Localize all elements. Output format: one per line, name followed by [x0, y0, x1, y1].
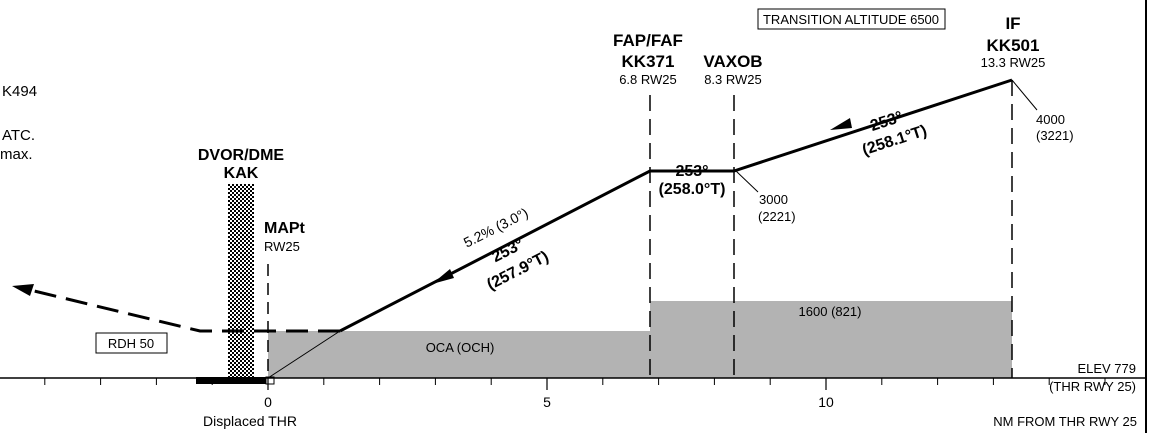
threshold-box — [265, 376, 275, 385]
mapt-name-label: MAPt — [264, 220, 306, 237]
if-altitude-label: 4000 — [1036, 112, 1065, 127]
initial-segment-arrow — [830, 118, 852, 130]
oca-shaded-area — [268, 331, 650, 378]
if-height-label: (3221) — [1036, 128, 1074, 143]
rdh-label: RDH 50 — [108, 336, 154, 351]
intermediate-oca-shaded-area — [650, 301, 1012, 378]
vaxob-name-label: VAXOB — [703, 52, 762, 71]
missed-approach-arrow — [12, 284, 34, 296]
intermediate-true-course-label: (258.0°T) — [659, 181, 726, 198]
oca-label: OCA (OCH) — [426, 340, 495, 355]
faf-name-label: KK371 — [622, 52, 675, 71]
axis-tick-label: 5 — [543, 394, 551, 410]
transition-altitude-box — [757, 8, 946, 30]
vaxob-altitude-leader — [735, 170, 759, 193]
if-role-label: IF — [1005, 14, 1020, 33]
elevation-ref-label: (THR RWY 25) — [1049, 379, 1136, 394]
vaxob-altitude-label: 3000 — [759, 192, 788, 207]
final-segment-arrow — [432, 269, 454, 284]
mapt-distance-label: RW25 — [264, 239, 300, 254]
rdh-box — [95, 332, 168, 354]
faf-distance-label: 6.8 RW25 — [619, 72, 677, 87]
elevation-label: ELEV 779 — [1077, 361, 1136, 376]
left-note-line2: ATC. — [2, 127, 35, 144]
threshold-label: Displaced THR — [203, 413, 297, 429]
faf-role-label: FAP/FAF — [613, 31, 683, 50]
if-name-label: KK501 — [987, 36, 1040, 55]
axis-major-ticks: 0 5 10 — [264, 378, 834, 410]
axis-unit-label: NM FROM THR RWY 25 — [993, 414, 1137, 429]
left-note-line3: max. — [0, 146, 33, 163]
transition-altitude-label: TRANSITION ALTITUDE 6500 — [763, 12, 939, 27]
axis-tick-label: 10 — [818, 394, 834, 410]
intermediate-course-label: 253° — [675, 163, 708, 180]
vaxob-distance-label: 8.3 RW25 — [704, 72, 762, 87]
navaid-line1: DVOR/DME — [198, 147, 285, 164]
axis-tick-label: 0 — [264, 394, 272, 410]
intermediate-oca-label: 1600 (821) — [799, 304, 862, 319]
runway-bar — [196, 377, 266, 384]
if-altitude-leader — [1011, 79, 1038, 111]
if-distance-label: 13.3 RW25 — [981, 55, 1046, 70]
glide-extension-line — [267, 330, 341, 379]
vaxob-height-label: (2221) — [758, 209, 796, 224]
navaid-column — [228, 184, 254, 378]
navaid-line2: KAK — [224, 165, 259, 182]
left-note-line1: K494 — [2, 83, 37, 100]
descent-profile-line — [339, 78, 1013, 333]
missed-approach-line — [29, 288, 340, 333]
